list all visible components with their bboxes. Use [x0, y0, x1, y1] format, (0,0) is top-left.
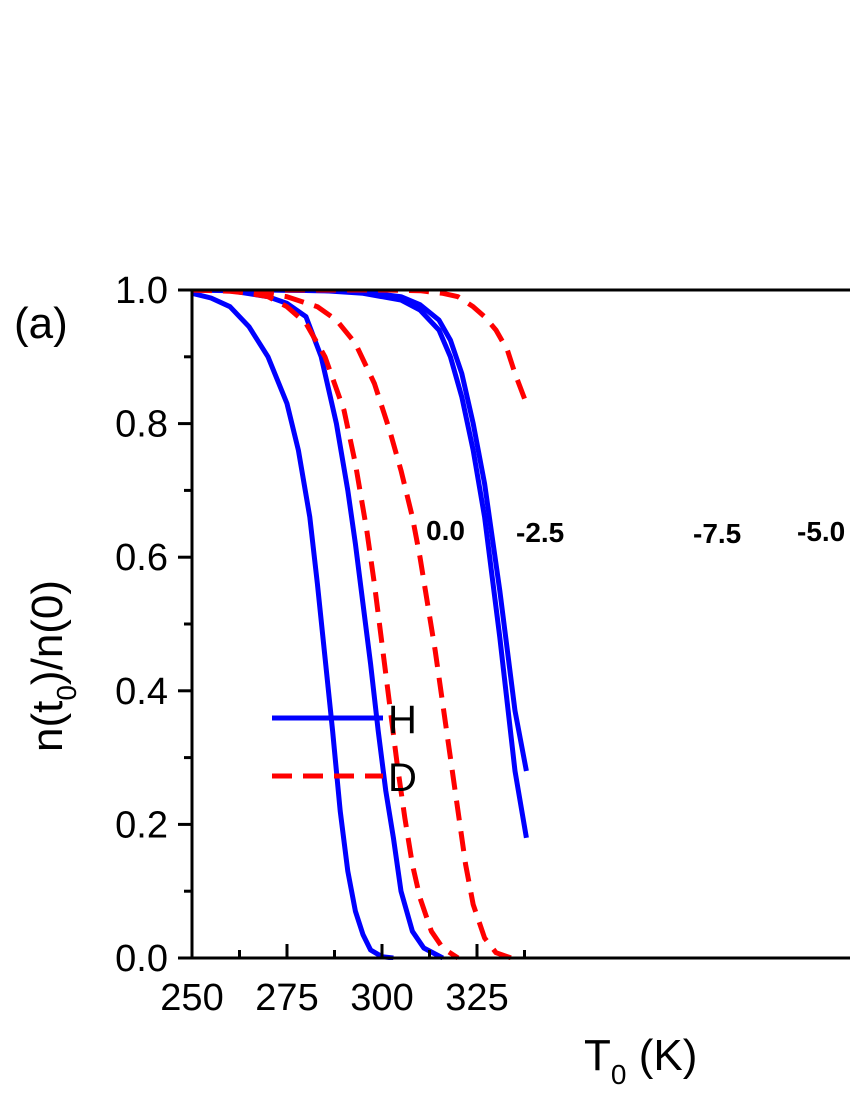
x-tick-label: 325: [445, 977, 508, 1019]
x-ticks: 250 275 300 325: [160, 944, 526, 1019]
y-axis-title: n(t0)/n(0): [23, 580, 82, 752]
curve-label: -5.0: [797, 516, 845, 547]
series-line-2: [192, 290, 444, 960]
y-axis-title-sub: 0: [51, 685, 82, 701]
series-line-3: [192, 290, 460, 960]
legend-label-h: H: [388, 698, 417, 742]
x-tick-label: 250: [160, 977, 223, 1019]
y-tick-label: 1.0: [115, 270, 168, 312]
series-line-7: [192, 290, 529, 405]
legend-label-d: D: [388, 756, 417, 800]
y-tick-label: 0.2: [115, 804, 168, 846]
series-line-6: [192, 290, 529, 772]
y-axis-title-p2: )/n(0): [23, 580, 72, 685]
x-tick-label: 300: [350, 977, 413, 1019]
curve-label: -2.5: [516, 517, 564, 548]
panel-label: (a): [14, 299, 68, 348]
x-axis-title-unit: (K): [626, 1031, 697, 1080]
y-ticks: 0.0 0.2 0.4 0.6 0.8 1.0: [115, 270, 192, 980]
x-axis-title-sub: 0: [611, 1059, 627, 1090]
y-axis-title-p1: n(t: [23, 701, 72, 752]
curve-label: 0.0: [426, 515, 465, 546]
curves-group: [192, 290, 529, 960]
y-tick-label: 0.8: [115, 404, 168, 446]
series-line-4: [192, 290, 513, 960]
x-tick-label: 275: [255, 977, 318, 1019]
x-axis-title-main: T: [584, 1031, 611, 1080]
legend: H D: [272, 698, 417, 800]
x-axis-title: T0 (K): [584, 1031, 697, 1090]
curve-label: -7.5: [693, 518, 741, 549]
y-tick-label: 0.6: [115, 537, 168, 579]
curve-labels: 0.0 -2.5 -7.5 -5.0: [426, 515, 845, 549]
y-tick-label: 0.0: [115, 938, 168, 980]
y-tick-label: 0.4: [115, 671, 168, 713]
series-line-1: [192, 290, 394, 960]
